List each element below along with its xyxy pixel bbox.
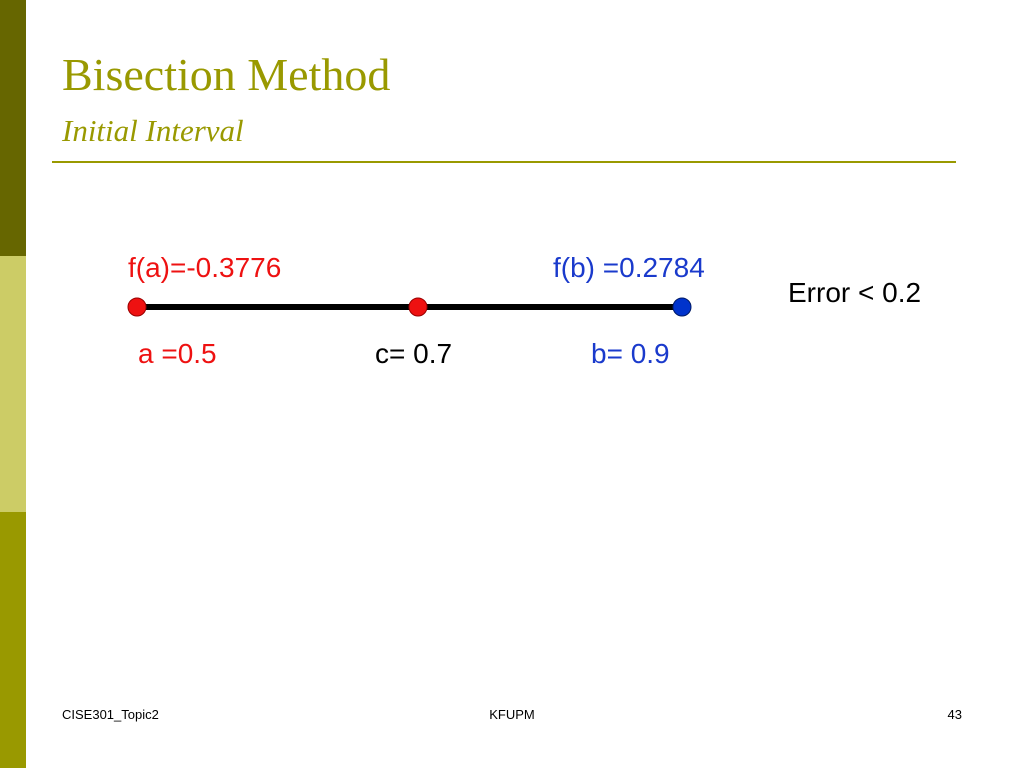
point-c	[408, 297, 428, 317]
page-number: 43	[948, 707, 962, 722]
c-label: c= 0.7	[375, 338, 452, 369]
a-label: a =0.5	[138, 338, 217, 369]
point-a	[127, 297, 147, 317]
fa-label: f(a)=-0.3776	[128, 252, 281, 283]
point-b	[672, 297, 692, 317]
footer-center: KFUPM	[489, 707, 535, 722]
footer-left: CISE301_Topic2	[62, 707, 159, 722]
side-stripe	[0, 512, 26, 768]
error-label: Error < 0.2	[788, 277, 921, 308]
side-stripe	[0, 256, 26, 512]
fb-label: f(b) =0.2784	[553, 252, 705, 283]
subtitle: Initial Interval	[61, 113, 244, 148]
side-stripe	[0, 0, 26, 256]
b-label: b= 0.9	[591, 338, 670, 369]
title: Bisection Method	[62, 49, 390, 100]
